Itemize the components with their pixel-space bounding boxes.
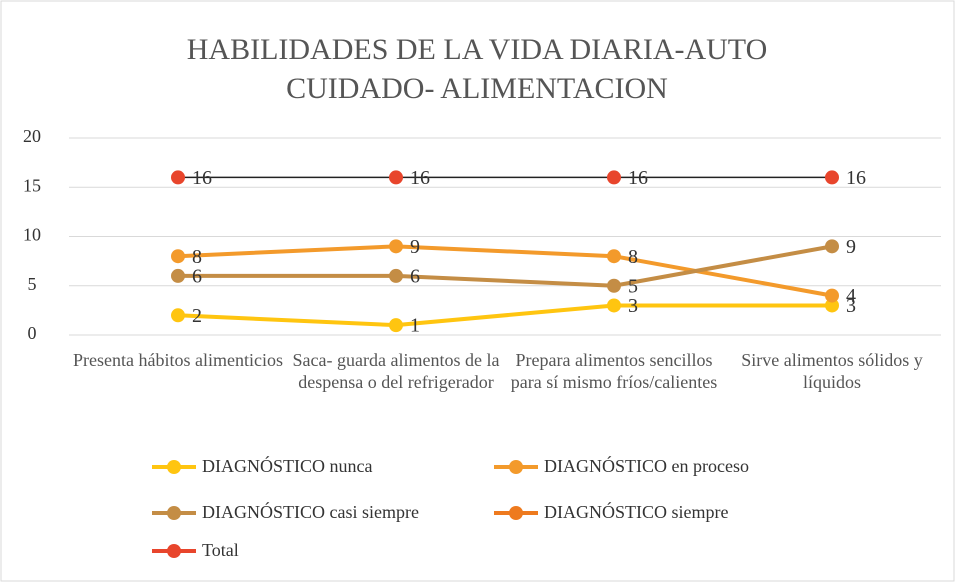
y-tick-label: 10	[23, 225, 41, 245]
data-label: 9	[410, 236, 420, 258]
data-label: 16	[846, 167, 866, 189]
point	[607, 170, 621, 185]
data-label: 1	[410, 315, 420, 337]
chart-title: HABILIDADES DE LA VIDA DIARIA-AUTO CUIDA…	[186, 33, 768, 105]
data-label: 8	[628, 246, 638, 268]
x-tick-label-box: Prepara alimentos sencillos para sí mism…	[510, 350, 718, 392]
x-tick-label-box: Presenta hábitos alimenticios	[73, 350, 283, 370]
series-line	[177, 303, 832, 328]
point	[389, 239, 403, 254]
legend-label: DIAGNÓSTICO casi siempre	[202, 501, 419, 522]
data-label: 3	[628, 295, 638, 317]
legend-label: DIAGNÓSTICO siempre	[544, 501, 728, 522]
point	[171, 170, 185, 185]
title-box: HABILIDADES DE LA VIDA DIARIA-AUTO CUIDA…	[186, 33, 768, 105]
point	[389, 170, 403, 185]
data-label: 16	[192, 167, 212, 189]
point	[171, 249, 185, 264]
data-label: 16	[628, 167, 648, 189]
x-tick-label: Prepara alimentos sencillos para sí mism…	[510, 350, 718, 392]
data-label: 6	[410, 265, 420, 287]
point	[171, 268, 185, 283]
y-tick-label: 5	[28, 274, 37, 294]
point	[825, 170, 839, 185]
point	[607, 298, 621, 313]
point	[171, 308, 185, 323]
point	[825, 239, 839, 254]
legend-label: DIAGNÓSTICO nunca	[202, 455, 372, 476]
point	[389, 318, 403, 333]
series-line	[178, 244, 833, 288]
x-tick-label: Presenta hábitos alimenticios	[73, 350, 283, 370]
data-label: 6	[192, 265, 202, 287]
legend-label: Total	[202, 540, 239, 560]
data-label: 8	[192, 246, 202, 268]
data-label: 16	[410, 167, 430, 189]
legend-marker	[509, 506, 523, 520]
point	[607, 278, 621, 293]
y-tick-label: 15	[23, 175, 41, 195]
series-line	[177, 244, 833, 298]
legend-marker	[167, 544, 181, 558]
y-tick-label: 20	[23, 126, 41, 146]
legend-marker	[167, 460, 181, 474]
x-tick-label: Saca- guarda alimentos de la despensa o …	[292, 350, 500, 392]
y-tick-label: 0	[28, 323, 37, 343]
data-label: 2	[192, 305, 202, 327]
point	[607, 249, 621, 264]
data-label: 4	[846, 285, 856, 307]
point	[825, 298, 839, 313]
x-tick-label-box: Saca- guarda alimentos de la despensa o …	[292, 350, 500, 392]
x-tick-label-box: Sirve alimentos sólidos y líquidos	[741, 350, 923, 392]
legend-label: DIAGNÓSTICO en proceso	[544, 455, 749, 476]
data-label: 5	[628, 275, 638, 297]
data-label: 9	[846, 236, 856, 258]
point	[825, 288, 839, 303]
legend-marker	[509, 460, 523, 474]
legend-marker	[167, 506, 181, 520]
point	[389, 268, 403, 283]
data-label: 3	[846, 295, 856, 317]
x-tick-label: Sirve alimentos sólidos y líquidos	[741, 350, 923, 392]
